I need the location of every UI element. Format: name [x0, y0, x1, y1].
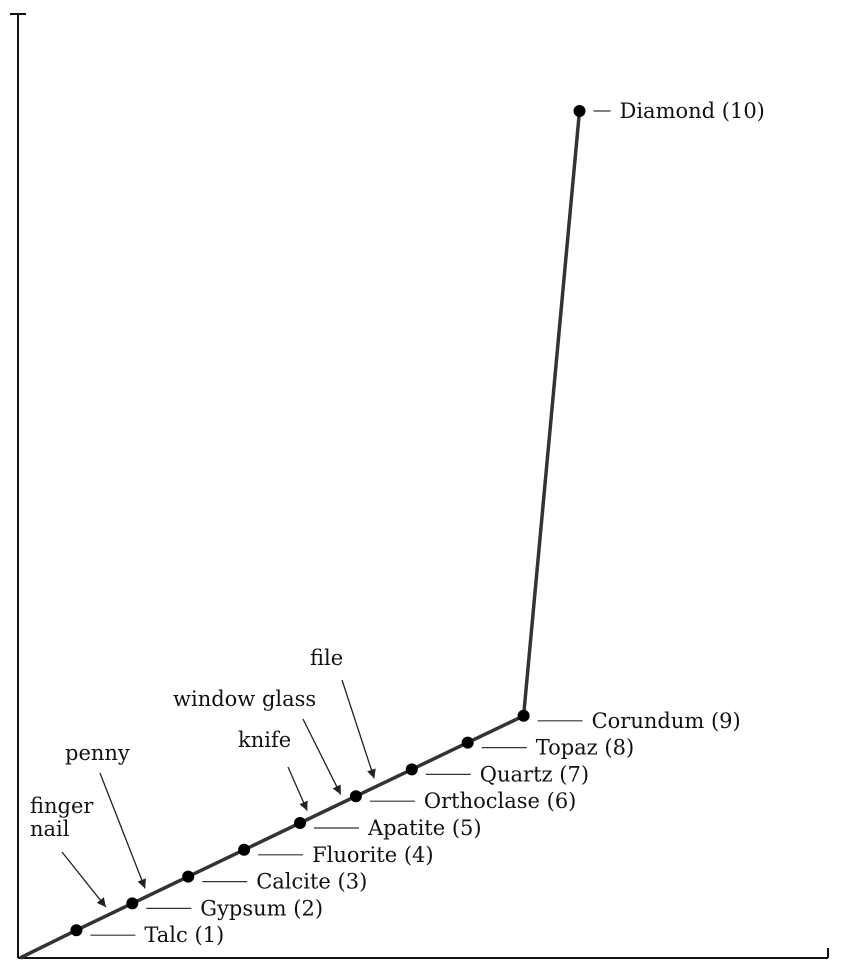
data-point — [349, 790, 362, 803]
data-point — [238, 843, 251, 856]
annotation-arrow — [341, 679, 375, 779]
annotation-label: file — [310, 646, 343, 670]
annotation-arrowhead — [367, 768, 376, 779]
axes — [10, 13, 829, 959]
annotation-arrow — [302, 718, 342, 795]
annotation-label: nail — [30, 817, 70, 841]
annotation-arrowhead — [96, 897, 106, 908]
annotation-label: window glass — [173, 687, 316, 711]
point-label: Apatite (5) — [367, 816, 482, 840]
point-label: Corundum (9) — [592, 709, 741, 733]
point-label: Calcite (3) — [256, 870, 367, 894]
data-point — [294, 817, 306, 829]
point-label: Gypsum (2) — [200, 896, 323, 920]
annotation-arrowhead — [332, 784, 341, 795]
data-point — [517, 709, 530, 722]
point-label: Fluorite (4) — [312, 843, 434, 867]
data-point — [405, 763, 418, 776]
data-point — [573, 105, 586, 117]
point-label: Quartz (7) — [480, 762, 589, 786]
point-label: Orthoclase (6) — [424, 789, 577, 813]
point-label: Talc (1) — [144, 923, 224, 947]
annotation-arrow — [99, 772, 146, 889]
annotation-label: finger — [30, 794, 94, 818]
data-point — [126, 897, 139, 910]
annotation-label: penny — [65, 741, 130, 765]
hardness-curve — [19, 110, 582, 960]
annotation-label: knife — [238, 728, 291, 752]
annotation-arrowhead — [137, 878, 146, 889]
series: Talc (1) Gypsum (2)Calcite (3) Fluorite (4… — [19, 99, 765, 960]
data-point — [182, 870, 195, 883]
annotation-arrowhead — [299, 800, 308, 811]
data-point — [461, 736, 474, 749]
annotation-arrow — [61, 851, 107, 908]
point-label: Topaz (8) — [536, 736, 634, 760]
data-point — [70, 924, 83, 937]
point-label: Diamond (10) — [620, 99, 765, 123]
